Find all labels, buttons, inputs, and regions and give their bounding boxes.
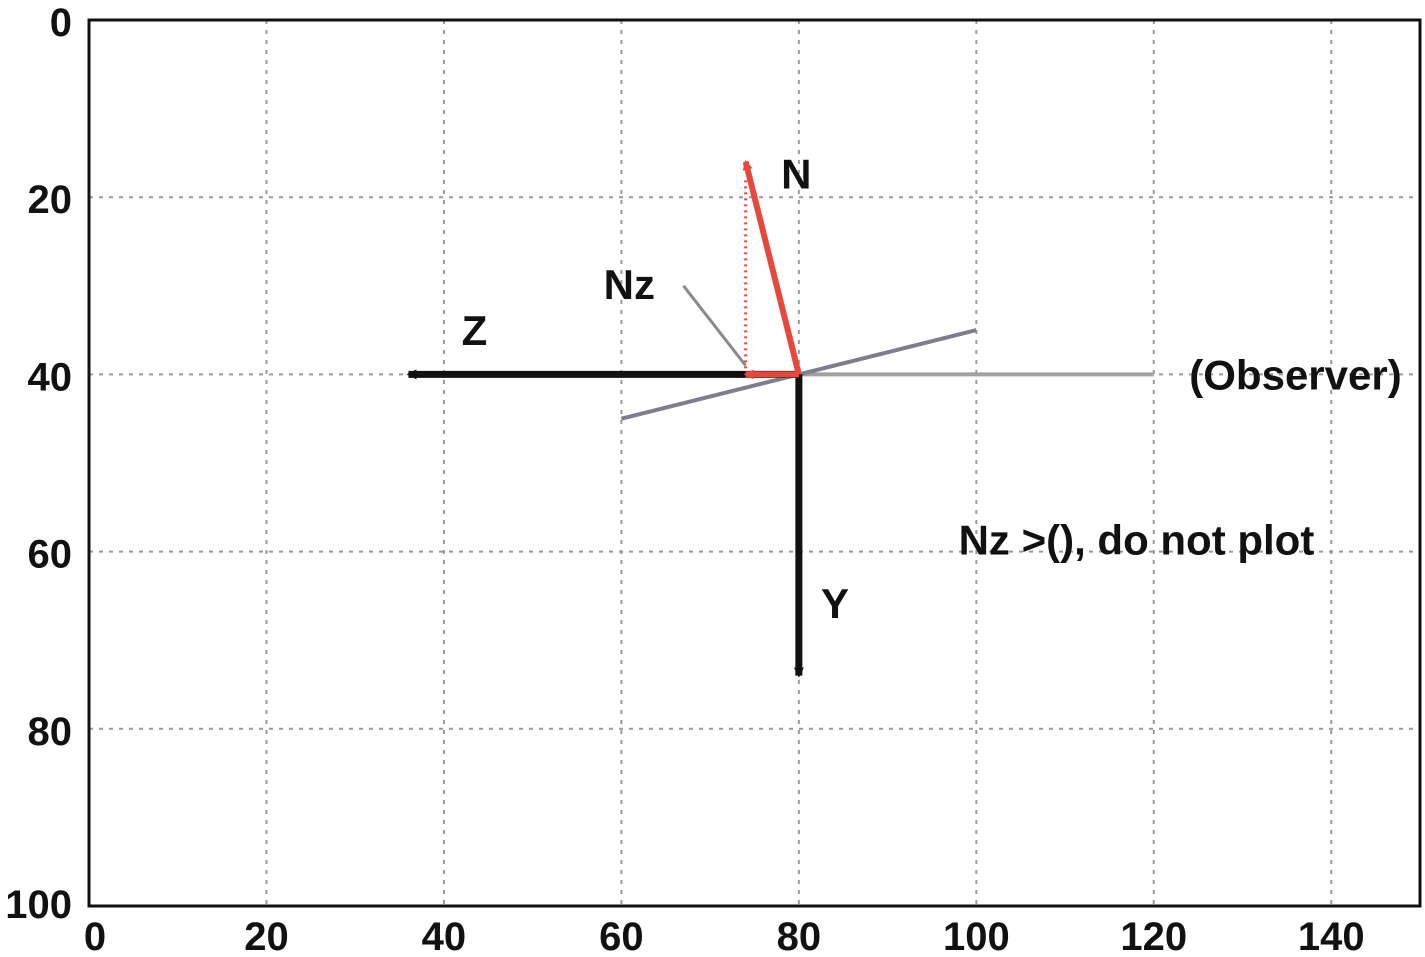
y-tick-label: 80	[28, 710, 73, 754]
arrow-n	[742, 159, 802, 376]
annotation-label: Nz	[604, 261, 655, 308]
y-tick-label: 20	[28, 178, 73, 222]
annotation-label: (Observer)	[1189, 351, 1401, 398]
x-tick-label: 60	[599, 915, 644, 957]
x-tick-label: 80	[777, 915, 822, 957]
x-tick-label: 20	[244, 915, 289, 957]
nz-leader-line	[682, 284, 747, 367]
x-tick-label: 0	[84, 915, 106, 957]
plot-frame	[87, 18, 1422, 908]
grid-lines	[89, 20, 1420, 906]
y-tick-label: 0	[50, 1, 72, 45]
y-tick-label: 40	[28, 355, 73, 399]
annotation-label: Nz >(), do not plot	[959, 516, 1315, 563]
y-tick-label: 100	[5, 883, 72, 927]
y-tick-label: 60	[28, 533, 73, 577]
annotation-label: Z	[462, 307, 488, 354]
x-tick-label: 100	[943, 915, 1010, 957]
x-tick-label: 120	[1120, 915, 1187, 957]
tick-labels: 0 20 40 60 80 100 120 140 0 20 40 60 80 100	[5, 1, 1364, 957]
annotation-labels: N Nz Z Y (Observer) Nz >(), do not plot	[462, 150, 1402, 627]
x-tick-label: 140	[1298, 915, 1365, 957]
annotation-label: N	[781, 150, 811, 197]
x-tick-label: 40	[422, 915, 467, 957]
annotation-label: Y	[821, 580, 849, 627]
vector-shapes	[406, 159, 1154, 678]
